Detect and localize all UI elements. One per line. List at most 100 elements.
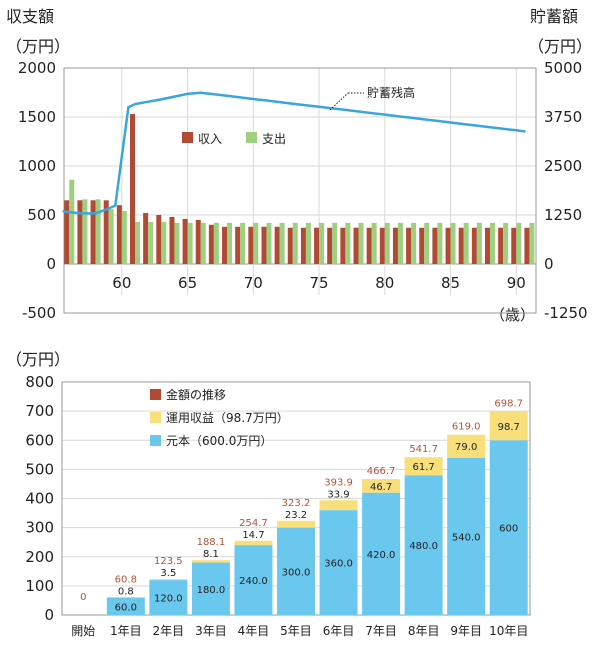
expense-bar — [450, 222, 456, 264]
total-label: 254.7 — [239, 518, 268, 529]
savings-line-group — [62, 91, 526, 215]
top-bars — [64, 114, 535, 264]
return-bar — [447, 434, 486, 458]
principal-bar — [277, 527, 315, 615]
income-bar — [445, 227, 451, 264]
expense-bar — [174, 222, 180, 264]
principal-bar — [489, 440, 528, 615]
expense-bar — [332, 222, 338, 264]
return-label: 61.7 — [413, 462, 435, 473]
bottom-axis-ticks: 800 700 600 500 400 300 200 100 0 開始 1年目 2年目 3年目 4年目 5… — [25, 373, 528, 638]
principal-label: 480.0 — [409, 541, 438, 552]
x-tick-label: 4年目 — [238, 624, 270, 638]
x-tick-label: 1年目 — [110, 624, 142, 638]
income-bar — [419, 227, 425, 264]
income-bar — [379, 227, 385, 264]
principal-label: 120.0 — [154, 594, 183, 605]
expense-bar — [529, 222, 535, 264]
x-tick-label: 60 — [112, 274, 131, 292]
expense-bar — [161, 221, 167, 264]
return-bar — [362, 479, 401, 493]
total-label: 466.7 — [367, 466, 396, 477]
savings-annotation: 貯蓄残高 — [329, 85, 415, 111]
expense-bar — [213, 222, 219, 264]
principal-label: 420.0 — [367, 550, 396, 561]
principal-label: 300.0 — [282, 567, 311, 578]
income-bar — [261, 226, 267, 264]
expense-bar — [108, 209, 114, 264]
legend-label-income: 収入 — [198, 132, 222, 146]
return-bar — [234, 540, 273, 546]
income-bar — [484, 227, 490, 264]
income-bar — [182, 218, 188, 264]
return-label: 23.2 — [285, 510, 307, 521]
principal-label: 240.0 — [239, 576, 268, 587]
expense-bar — [148, 221, 154, 264]
income-bar — [77, 200, 83, 264]
principal-bar — [191, 562, 230, 615]
savings-line-label: 貯蓄残高 — [367, 85, 415, 100]
principal-label: 540.0 — [452, 532, 481, 543]
income-bar — [353, 227, 359, 264]
income-bar — [314, 227, 320, 264]
income-bar — [366, 227, 372, 264]
legend-label-expense: 支出 — [262, 132, 286, 146]
y-tick-label: 500 — [25, 460, 54, 478]
return-label: 14.7 — [242, 530, 264, 541]
return-bar — [149, 579, 188, 581]
x-tick-label: 8年目 — [408, 624, 440, 638]
principal-label: 600 — [499, 524, 518, 535]
top-legend: 収入 支出 — [182, 132, 286, 146]
right-tick-label: -1250 — [544, 304, 588, 322]
income-bar — [327, 227, 333, 264]
expense-bar — [516, 222, 522, 264]
x-tick-label: 75 — [310, 274, 329, 292]
y-tick-label: 100 — [25, 577, 54, 595]
return-label: 8.1 — [203, 549, 219, 560]
x-tick-label: 6年目 — [323, 624, 355, 638]
return-label: 98.7 — [498, 422, 520, 433]
y-tick-label: 200 — [25, 548, 54, 566]
return-bar — [489, 411, 528, 441]
top-axis-ticks: 2000150010005000-50050003750250012500-12… — [18, 59, 588, 322]
principal-bar — [319, 510, 358, 615]
income-bar — [116, 205, 122, 264]
total-label: 619.0 — [452, 422, 481, 433]
plot-frame — [63, 67, 537, 314]
expense-bar — [82, 199, 88, 264]
x-tick-label: 10年目 — [489, 624, 528, 638]
income-bar — [90, 200, 96, 264]
y-tick-label: 400 — [25, 490, 54, 508]
expense-bar — [371, 222, 377, 264]
total-label: 60.8 — [115, 574, 137, 585]
income-bar — [300, 227, 306, 264]
expense-bar — [437, 222, 443, 264]
savings-leader-line — [329, 92, 349, 111]
total-label: 323.2 — [282, 498, 311, 509]
bottom-legend: 金額の推移 運用収益（98.7万円） 元本（600.0万円） — [150, 387, 289, 448]
income-bar — [392, 227, 398, 264]
income-bar — [169, 216, 175, 264]
income-bar — [406, 227, 412, 264]
expense-bar — [476, 222, 482, 264]
principal-bar — [447, 457, 486, 615]
total-label: 698.7 — [494, 399, 523, 410]
x-tick-label: 90 — [507, 274, 526, 292]
legend-swatch-return — [150, 412, 161, 423]
y-tick-label: 600 — [25, 431, 54, 449]
x-tick-label: 5年目 — [280, 624, 312, 638]
principal-bar — [404, 475, 443, 615]
left-tick-label: -500 — [22, 304, 56, 322]
x-tick-label: 2年目 — [153, 624, 185, 638]
x-tick-label: 開始 — [71, 624, 95, 638]
return-label: 79.0 — [455, 442, 477, 453]
x-tick-label: 80 — [375, 274, 394, 292]
return-bar — [404, 457, 443, 476]
x-axis-title: （歳） — [490, 306, 535, 324]
total-label: 393.9 — [324, 477, 353, 488]
expense-bar — [384, 222, 390, 264]
expense-bar — [279, 222, 285, 264]
left-axis-unit: （万円） — [6, 37, 70, 56]
left-axis-title: 収支額 — [6, 7, 54, 26]
